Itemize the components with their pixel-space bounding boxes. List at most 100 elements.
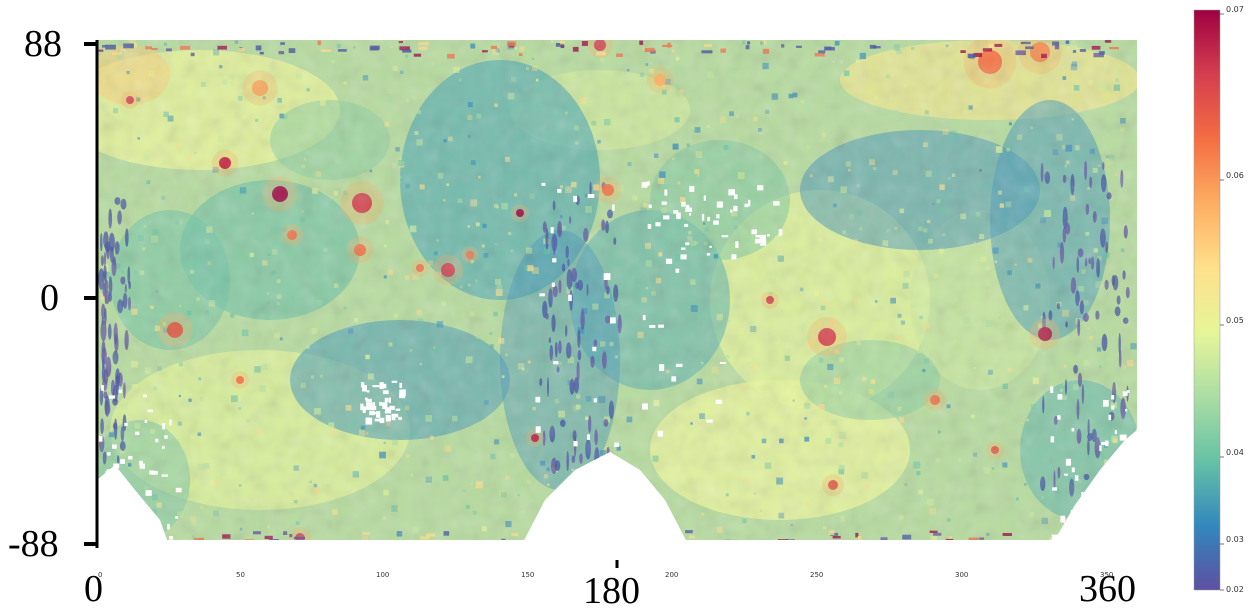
no-data-pixel <box>728 189 735 196</box>
no-data-pixel <box>553 361 559 365</box>
no-data-pixel <box>118 534 124 541</box>
x-label-0: 0 <box>84 568 103 610</box>
no-data-pixel <box>1078 523 1081 530</box>
no-data-pixel <box>680 254 687 260</box>
no-data-pixel <box>372 402 376 407</box>
no-data-pixel <box>657 430 663 437</box>
no-data-pixel <box>118 389 123 393</box>
no-data-pixel <box>673 210 679 214</box>
no-data-pixel <box>661 201 667 205</box>
no-data-pixel <box>1052 487 1057 491</box>
no-data-pixel <box>366 417 370 421</box>
no-data-pixel <box>541 182 546 186</box>
no-data-pixel <box>630 469 635 475</box>
no-data-pixel <box>671 376 677 382</box>
no-data-pixel <box>755 235 760 238</box>
no-data-pixel <box>754 238 760 244</box>
no-data-pixel <box>1070 509 1077 517</box>
no-data-pixel <box>101 385 104 391</box>
no-data-pixel <box>603 273 611 280</box>
no-data-pixel <box>655 222 661 227</box>
no-data-pixel <box>751 229 757 235</box>
no-data-pixel <box>734 194 738 200</box>
no-data-pixel <box>398 416 402 420</box>
no-data-pixel <box>162 423 165 430</box>
no-data-pixel <box>384 407 392 414</box>
no-data-pixel <box>675 363 683 367</box>
no-data-pixel <box>379 382 384 389</box>
no-data-pixel <box>757 185 764 191</box>
no-data-pixel <box>376 411 381 418</box>
no-data-pixel <box>395 408 401 411</box>
no-data-pixel <box>151 470 158 475</box>
no-data-pixel <box>120 459 125 464</box>
no-data-pixel <box>1121 489 1124 492</box>
no-data-pixel <box>1114 430 1117 435</box>
no-data-pixel <box>730 209 733 213</box>
no-data-pixel <box>399 382 403 389</box>
colorbar-tick-0-05: 0.05 <box>1226 316 1244 325</box>
no-data-pixel <box>169 419 172 426</box>
no-data-pixel <box>1065 458 1071 466</box>
no-data-pixel <box>362 385 367 392</box>
x-label-180: 180 <box>583 570 640 612</box>
no-data-pixel <box>587 434 590 440</box>
no-data-pixel <box>665 258 673 264</box>
no-data-pixel <box>379 402 383 406</box>
no-data-pixel <box>164 435 168 439</box>
no-data-pixel <box>149 470 155 475</box>
no-data-pixel <box>175 516 178 519</box>
no-data-pixel <box>143 394 147 398</box>
no-data-pixel <box>155 539 163 543</box>
no-data-pixel <box>1064 473 1068 476</box>
no-data-pixel <box>360 403 364 409</box>
no-data-pixel <box>1099 445 1102 452</box>
no-data-pixel <box>759 234 766 242</box>
colorbar-tick-0-07: 0.07 <box>1226 5 1244 14</box>
no-data-pixel <box>735 241 739 248</box>
no-data-pixel <box>1119 434 1127 441</box>
no-data-pixel <box>399 389 406 397</box>
no-data-pixel <box>1057 415 1061 420</box>
no-data-pixel <box>550 227 554 234</box>
no-data-pixel <box>535 396 541 403</box>
no-data-pixel <box>366 404 372 410</box>
no-data-pixel <box>707 216 711 222</box>
no-data-pixel <box>365 417 373 425</box>
no-data-pixel <box>147 409 153 413</box>
no-data-pixel <box>587 194 595 198</box>
no-data-pixel <box>773 201 780 206</box>
no-data-pixel <box>107 452 111 456</box>
no-data-region <box>1050 430 1137 548</box>
no-data-pixel <box>1122 391 1128 396</box>
no-data-pixel <box>366 402 373 406</box>
no-data-pixel <box>731 254 737 260</box>
no-data-pixel <box>384 397 389 403</box>
no-data-pixel <box>1103 400 1109 407</box>
no-data-pixel <box>385 415 391 422</box>
colorbar-tick-0-04: 0.04 <box>1226 448 1244 457</box>
no-data-pixel <box>760 239 767 246</box>
no-data-pixel <box>610 317 616 324</box>
no-data-pixel <box>551 282 555 287</box>
no-data-pixel <box>713 220 719 225</box>
no-data-pixel <box>573 195 578 202</box>
no-data-region <box>97 540 1137 548</box>
no-data-pixel <box>1071 428 1075 432</box>
no-data-pixel <box>108 395 115 399</box>
no-data-pixel <box>372 385 380 388</box>
no-data-pixel <box>1057 394 1063 400</box>
no-data-pixel <box>144 419 148 423</box>
no-data-pixel <box>139 463 145 469</box>
no-data-pixel <box>1105 463 1112 468</box>
no-data-pixel <box>675 268 680 273</box>
x-small-tick-250: 250 <box>810 571 824 579</box>
no-data-pixel <box>130 526 136 532</box>
no-data-pixel <box>568 294 572 301</box>
no-data-pixel <box>169 536 174 540</box>
colorbar-tick-0-02: 0.02 <box>1226 585 1244 594</box>
no-data-pixel <box>102 532 106 540</box>
no-data-pixel <box>369 410 375 416</box>
no-data-pixel <box>124 422 128 427</box>
